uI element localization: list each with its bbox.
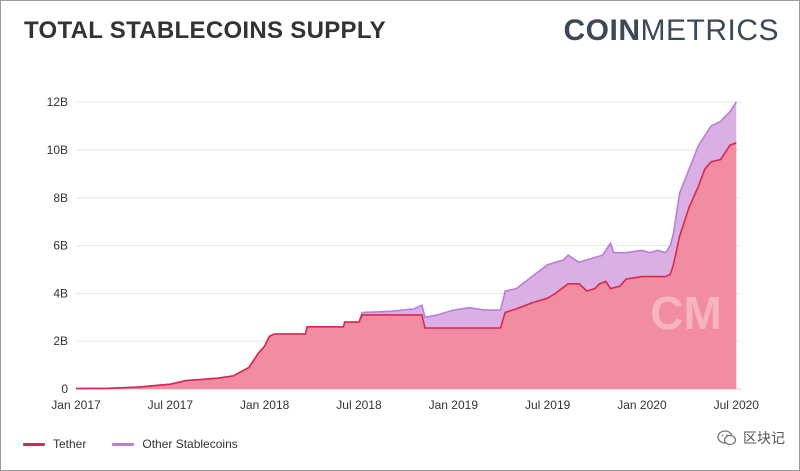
legend-swatch-other-stablecoins	[112, 442, 135, 446]
legend-label-other-stablecoins: Other Stablecoins	[142, 437, 238, 451]
wechat-watermark: 区块记	[717, 428, 785, 448]
y-tick-label-12: 12B	[47, 95, 68, 109]
y-tick-label-8: 8B	[53, 191, 68, 205]
wechat-icon	[717, 430, 737, 446]
legend-swatch-tether	[23, 442, 45, 446]
y-tick-label-0: 0	[61, 382, 68, 396]
x-tick-label-12: Jan 2018	[240, 398, 290, 412]
watermark-text: 区块记	[743, 430, 785, 446]
y-tick-label-10: 10B	[47, 143, 68, 157]
legend-label-tether: Tether	[53, 437, 87, 451]
x-tick-label-0: Jan 2017	[51, 398, 101, 412]
chart-watermark: CM	[650, 287, 722, 339]
chart-title: TOTAL STABLECOINS SUPPLY	[24, 17, 386, 44]
y-tick-label-4: 4B	[53, 286, 68, 300]
brand-logo: COINMETRICS	[564, 14, 780, 48]
brand-logo-light: METRICS	[640, 14, 779, 47]
legend-item-other-stablecoins[interactable]: Other Stablecoins	[112, 437, 238, 451]
x-tick-label-30: Jul 2019	[525, 398, 571, 412]
x-tick-label-36: Jan 2020	[617, 398, 667, 412]
x-tick-label-24: Jan 2019	[429, 398, 479, 412]
legend-item-tether[interactable]: Tether	[23, 437, 86, 451]
x-tick-label-18: Jul 2018	[336, 398, 382, 412]
legend: Tether Other Stablecoins	[23, 437, 238, 451]
area-tether	[76, 142, 737, 389]
y-tick-label-6: 6B	[53, 239, 68, 253]
x-tick-label-6: Jul 2017	[148, 398, 194, 412]
x-tick-label-42: Jul 2020	[714, 398, 760, 412]
series-line-tether	[75, 142, 737, 390]
brand-logo-bold: COIN	[563, 14, 641, 47]
y-tick-label-2: 2B	[53, 334, 68, 348]
